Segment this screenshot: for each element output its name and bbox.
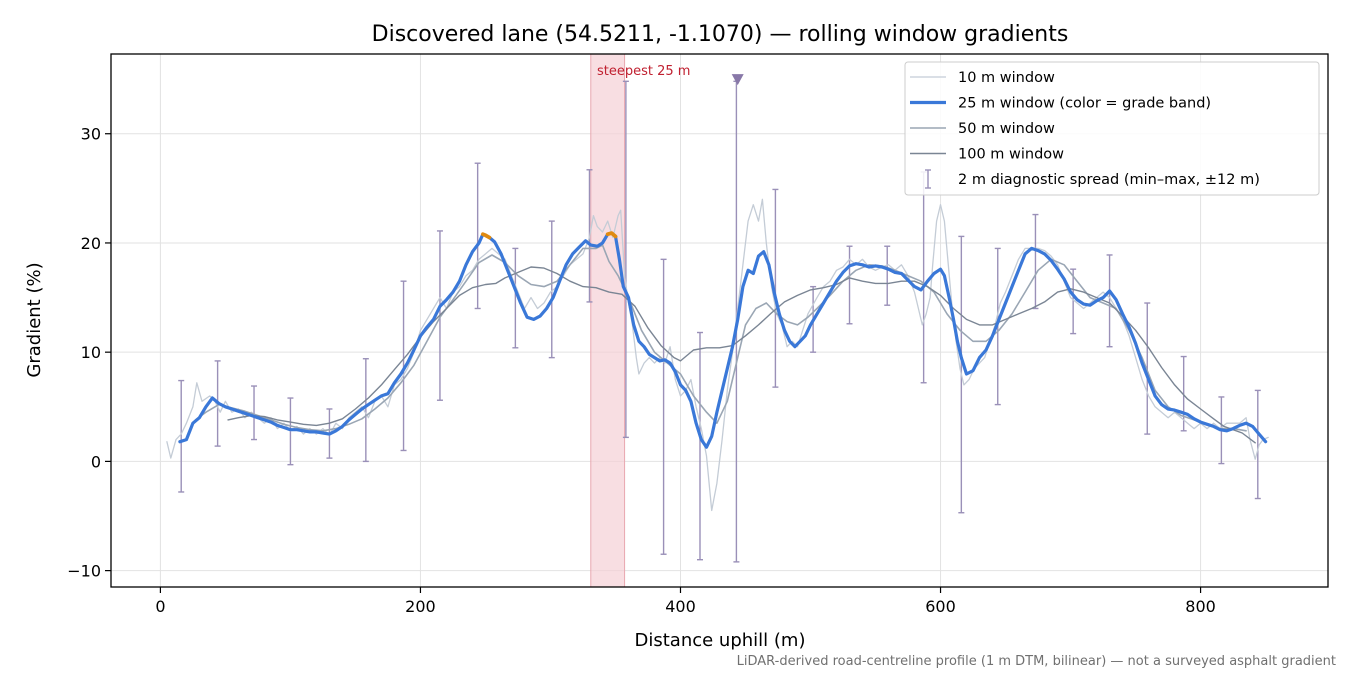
steep-grade-segment [605, 231, 618, 239]
legend: 10 m window 25 m window (color = grade ba… [904, 61, 1320, 196]
diagnostic-spread-bar [1106, 254, 1113, 348]
10-m-window-line [166, 198, 1269, 512]
diagnostic-spread-bar [178, 379, 185, 493]
plot-frame [110, 53, 1329, 588]
steepest-point-marker [731, 74, 744, 86]
x-tick-label: 800 [1185, 597, 1216, 616]
diagnostic-spread-bar [474, 162, 481, 310]
legend-label: 10 m window [958, 70, 1055, 86]
diagnostic-spread-bar [696, 331, 703, 561]
steep-grade-segment [480, 232, 492, 240]
y-tick-label: 30 [81, 125, 101, 144]
legend-entry: 50 m window [910, 121, 1055, 137]
y-tick-label: 0 [91, 452, 101, 471]
diagnostic-spread-bar [660, 258, 667, 555]
100-m-window-line [227, 266, 1256, 444]
legend-entry: 2 m diagnostic spread (min–max, ±12 m) [925, 169, 1260, 189]
diagnostic-spread-bar [1070, 268, 1077, 335]
diagnostic-spread-bar [362, 358, 369, 463]
diagnostic-spread-bar [1254, 389, 1261, 500]
legend-entry: 10 m window [910, 70, 1055, 86]
legend-entry: 100 m window [910, 147, 1064, 163]
y-tick-label: −10 [67, 562, 101, 581]
diagnostic-spread-bar [846, 245, 853, 325]
diagnostic-spread-bar [920, 171, 927, 384]
axis-ticks: 0 200 400 600 800 −10 0 10 20 30 [67, 125, 1216, 616]
legend-label: 25 m window (color = grade band) [958, 96, 1211, 112]
y-axis-label: Gradient (%) [24, 262, 45, 377]
x-tick-label: 400 [665, 597, 696, 616]
y-tick-label: 20 [81, 234, 101, 253]
x-tick-label: 200 [405, 597, 436, 616]
50-m-window-line [194, 244, 1247, 432]
legend-label: 100 m window [958, 147, 1064, 163]
x-tick-label: 600 [925, 597, 956, 616]
y-tick-label: 10 [81, 343, 101, 362]
marker-layer [731, 74, 744, 86]
chart-title: Discovered lane (54.5211, -1.1070) — rol… [372, 22, 1069, 47]
diagnostic-spread-bar [512, 247, 519, 349]
legend-label: 2 m diagnostic spread (min–max, ±12 m) [958, 172, 1260, 188]
25-m-window-line [178, 231, 1268, 449]
footnote: LiDAR-derived road-centreline profile (1… [737, 654, 1336, 669]
steepest-band [590, 54, 626, 587]
legend-label: 50 m window [958, 121, 1055, 137]
legend-frame [904, 61, 1320, 196]
series-layer [166, 198, 1269, 512]
steepest-band-layer [590, 54, 626, 587]
diagnostic-spread-bar [400, 280, 407, 452]
x-axis-label: Distance uphill (m) [635, 630, 806, 651]
diagnostic-spread-bar [1180, 355, 1187, 432]
diagnostic-spread-bar [772, 188, 779, 388]
diagnostic-spread-bar [251, 385, 258, 441]
legend-entry: 25 m window (color = grade band) [910, 96, 1211, 112]
diagnostic-spread-bar [884, 245, 891, 306]
diagnostic-spread-bar [548, 220, 555, 359]
band-label: steepest 25 m [597, 64, 690, 79]
diagnostic-spread-bar [1032, 213, 1039, 310]
x-tick-label: 0 [155, 597, 165, 616]
diagnostic-spread-layer [178, 80, 1261, 563]
diagnostic-spread-bar [622, 80, 629, 439]
